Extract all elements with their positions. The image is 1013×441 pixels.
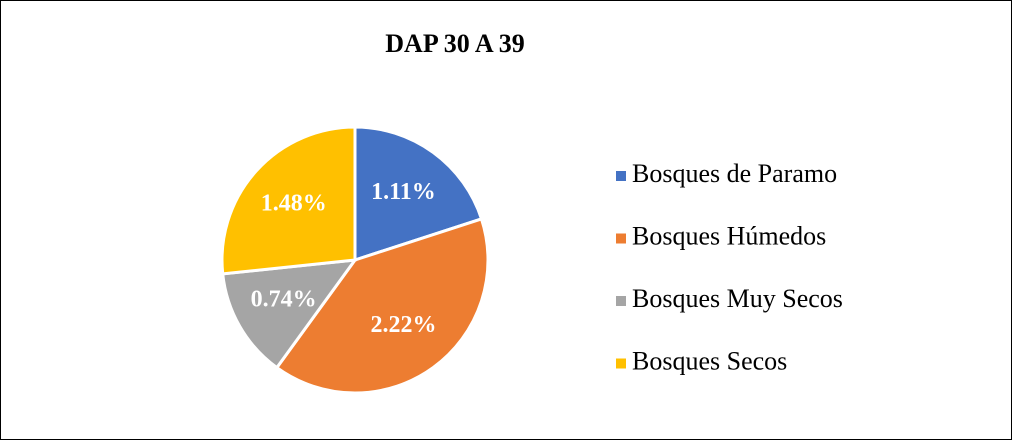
legend-swatch [616,358,626,369]
legend-swatch [616,171,626,181]
legend-swatch [616,296,626,306]
legend-label: Bosques Muy Secos [632,284,843,313]
legend-swatch [616,233,626,244]
legend-label: Bosques de Paramo [632,159,837,188]
pie-slice [220,125,357,276]
data-label: 1.48% [261,190,327,216]
data-label: 2.22% [370,312,436,338]
legend-label: Bosques Secos [632,346,787,375]
pie-slice [353,125,484,263]
pie-slice [221,258,359,370]
pie-slice [274,217,490,395]
data-label: 0.74% [251,287,317,313]
data-label: 1.11% [371,179,436,205]
legend-label: Bosques Húmedos [632,221,826,250]
chart-title: DAP 30 A 39 [385,29,524,58]
